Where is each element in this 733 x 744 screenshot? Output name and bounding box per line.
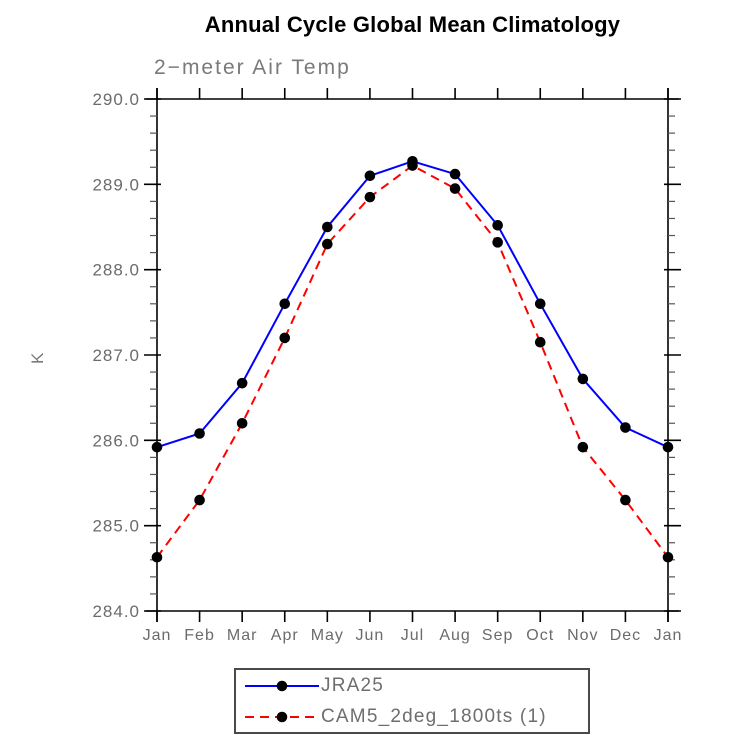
- series-jra25: [151, 155, 674, 453]
- chart-title: Annual Cycle Global Mean Climatology: [204, 12, 621, 37]
- svg-text:286.0: 286.0: [92, 431, 140, 450]
- svg-text:285.0: 285.0: [92, 517, 140, 536]
- series-cam5-2deg-1800ts-1-: [151, 160, 674, 563]
- svg-text:Jul: Jul: [401, 627, 424, 644]
- svg-text:Aug: Aug: [439, 627, 470, 644]
- legend-item-jra25: JRA25: [236, 670, 588, 701]
- svg-text:Jan: Jan: [654, 627, 683, 644]
- legend-label: CAM5_2deg_1800ts (1): [321, 705, 547, 727]
- chart-subtitle: 2−meter Air Temp: [154, 56, 351, 79]
- legend-label: JRA25: [321, 674, 385, 696]
- legend-line-marker-icon: [243, 705, 321, 729]
- legend-line-marker-icon: [243, 674, 321, 698]
- svg-text:Nov: Nov: [567, 627, 598, 644]
- svg-text:288.0: 288.0: [92, 261, 140, 280]
- svg-text:289.0: 289.0: [92, 175, 140, 194]
- svg-text:290.0: 290.0: [92, 90, 140, 109]
- svg-text:Mar: Mar: [227, 627, 258, 644]
- svg-text:Jan: Jan: [143, 627, 172, 644]
- svg-text:May: May: [311, 627, 344, 644]
- svg-text:Feb: Feb: [184, 627, 215, 644]
- svg-text:Oct: Oct: [526, 627, 554, 644]
- svg-text:287.0: 287.0: [92, 346, 140, 365]
- svg-text:Dec: Dec: [610, 627, 641, 644]
- legend: JRA25 CAM5_2deg_1800ts (1): [234, 668, 590, 734]
- svg-text:Jun: Jun: [356, 627, 385, 644]
- axes: 284.0 285.0 286.0 287.0 288.0 289.0 290.0 Jan Fe…: [92, 88, 683, 644]
- svg-text:Apr: Apr: [271, 627, 299, 644]
- svg-text:284.0: 284.0: [92, 602, 140, 621]
- legend-item-cam5: CAM5_2deg_1800ts (1): [236, 701, 588, 732]
- svg-text:Sep: Sep: [482, 627, 513, 644]
